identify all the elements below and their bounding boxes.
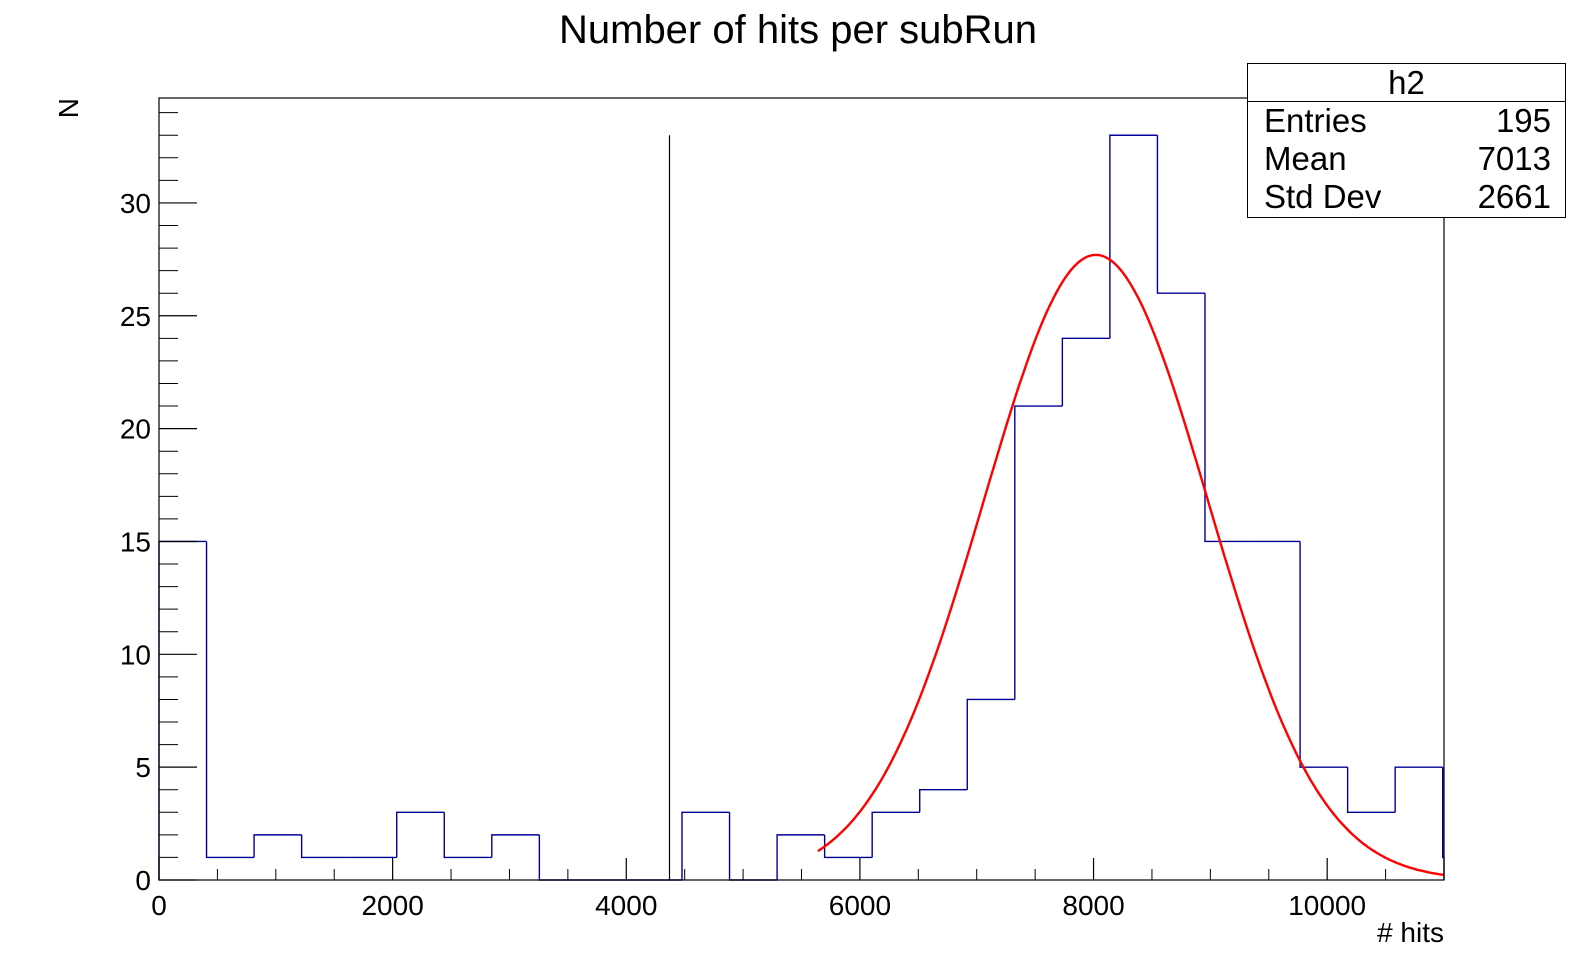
x-tick-label: 2000 xyxy=(361,890,423,921)
histogram-bin xyxy=(966,698,1015,790)
y-tick-label: 20 xyxy=(120,414,151,445)
y-tick-label: 15 xyxy=(120,526,151,557)
histogram-bin xyxy=(823,834,873,859)
histogram-bin xyxy=(443,812,492,859)
fit-layer xyxy=(817,253,1445,877)
histogram-bin xyxy=(681,811,730,880)
histogram-bin xyxy=(1204,293,1253,543)
y-tick-label: 0 xyxy=(135,865,151,896)
histogram-bin xyxy=(1156,135,1205,294)
histogram-layer xyxy=(158,134,1445,881)
histogram-bin xyxy=(1346,767,1396,813)
x-tick-label: 4000 xyxy=(595,890,657,921)
x-tick-label: 0 xyxy=(151,890,167,921)
stats-row: Entries 195 xyxy=(1248,102,1565,140)
chart-title: Number of hits per subRun xyxy=(558,8,1037,52)
gaussian-fit-curve xyxy=(817,253,1445,877)
histogram-bin xyxy=(300,834,350,859)
stats-value: 7013 xyxy=(1477,140,1551,177)
histogram-bin xyxy=(776,834,825,880)
stats-box: h2 Entries 195 Mean 7013 Std Dev 2661 xyxy=(1247,63,1566,218)
stats-row: Mean 7013 xyxy=(1248,140,1565,178)
stats-label: Mean xyxy=(1264,140,1347,177)
axis-layer: 0 2000 4000 6000 8000 10000 0 5 10 15 20 25 30 xyxy=(120,112,1387,921)
stats-row: Std Dev 2661 xyxy=(1248,178,1565,216)
histogram-bin xyxy=(871,811,920,858)
x-axis-label: # hits xyxy=(1377,917,1444,948)
histogram-bin xyxy=(919,789,968,813)
histogram-bin xyxy=(158,540,207,880)
y-tick-label: 10 xyxy=(120,639,151,670)
histogram-bin xyxy=(1394,766,1443,813)
stats-value: 2661 xyxy=(1477,178,1551,215)
stats-box-name: h2 xyxy=(1248,64,1565,102)
histogram-bin xyxy=(491,834,540,858)
stats-label: Entries xyxy=(1264,102,1367,139)
histogram-bin xyxy=(205,541,255,859)
x-tick-label: 10000 xyxy=(1288,890,1366,921)
histogram-bin xyxy=(1109,134,1158,339)
stats-label: Std Dev xyxy=(1264,178,1382,215)
y-tick-label: 25 xyxy=(120,301,151,332)
y-axis-label: N xyxy=(53,98,84,118)
histogram-bin xyxy=(728,812,778,881)
y-tick-label: 30 xyxy=(120,188,151,219)
histogram-bin xyxy=(396,811,445,858)
histogram-bin xyxy=(253,834,302,858)
plot-frame xyxy=(158,97,1445,881)
x-tick-label: 8000 xyxy=(1062,890,1124,921)
histogram-bin xyxy=(1299,541,1348,768)
histogram-bin xyxy=(538,834,587,881)
histogram-bin xyxy=(1014,405,1063,700)
y-tick-label: 5 xyxy=(135,752,151,783)
x-tick-label: 6000 xyxy=(829,890,891,921)
histogram-bin xyxy=(1061,337,1110,407)
stats-value: 195 xyxy=(1495,102,1551,139)
